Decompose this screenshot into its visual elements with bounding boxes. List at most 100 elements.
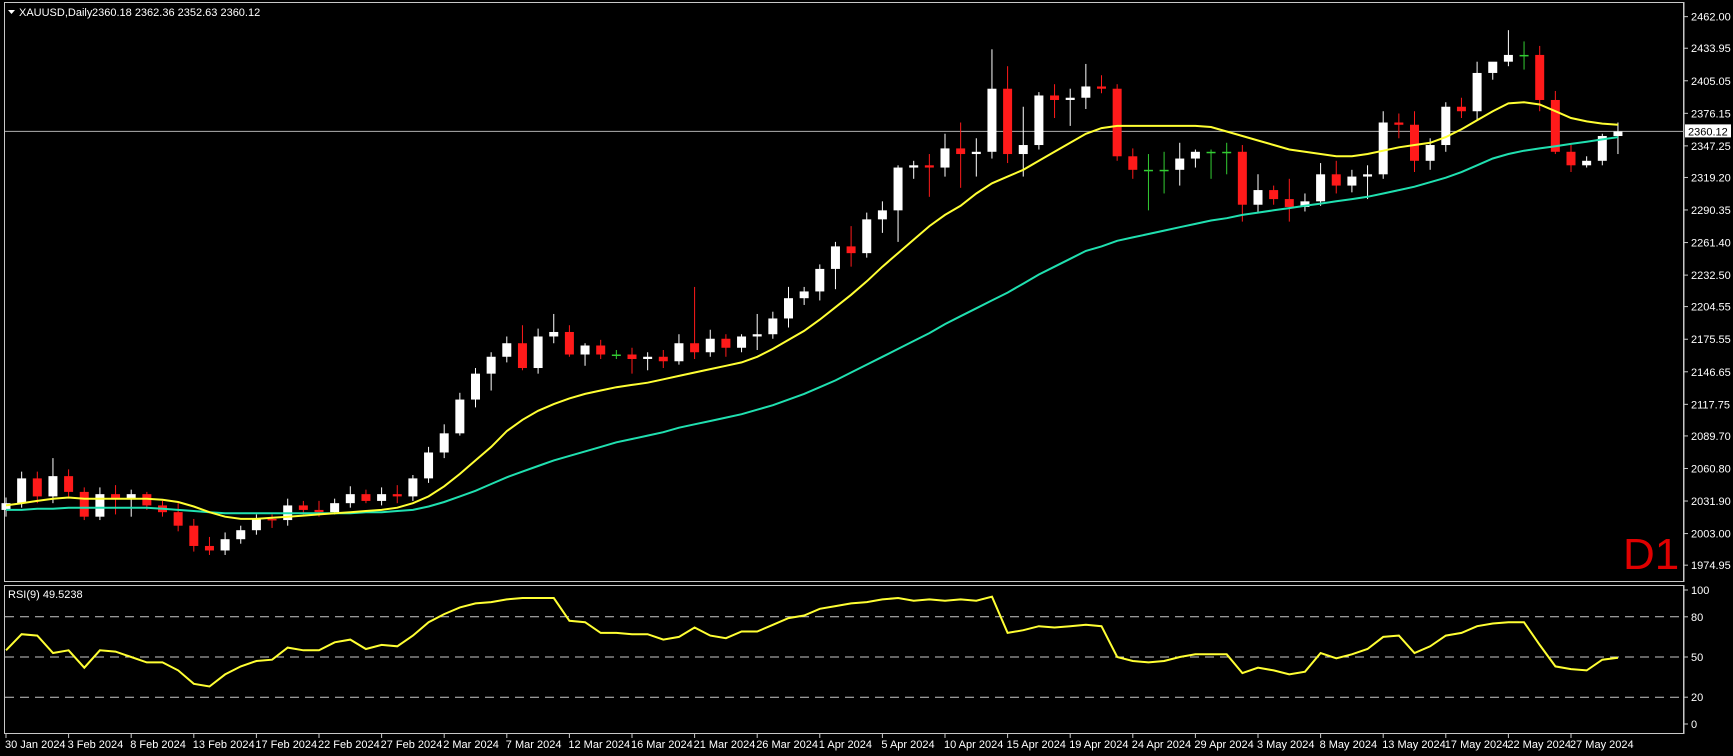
candle-body — [1300, 201, 1310, 207]
time-tick-label: 19 Apr 2024 — [1069, 739, 1128, 751]
candle-body — [189, 525, 199, 546]
price-panel-frame — [4, 2, 1684, 582]
candle-body — [1128, 156, 1138, 170]
candle-body — [1410, 124, 1419, 161]
candle-body — [956, 148, 966, 155]
candle — [1394, 113, 1404, 139]
candle-body — [784, 298, 793, 319]
candle-body — [1034, 95, 1044, 146]
candle — [987, 49, 997, 159]
candle — [658, 350, 668, 369]
candle-body — [690, 343, 700, 353]
candle-body — [643, 356, 653, 360]
candle-body — [940, 148, 950, 168]
candle — [705, 329, 715, 357]
candle-body — [877, 210, 887, 220]
candle-body — [721, 338, 731, 348]
moving-averages — [5, 101, 1619, 520]
candle — [580, 343, 590, 366]
candle-body — [267, 518, 277, 521]
candle — [1316, 163, 1326, 206]
time-tick-label: 13 Feb 2024 — [193, 739, 255, 751]
time-tick-label: 29 Apr 2024 — [1194, 739, 1253, 751]
time-tick-label: 3 May 2024 — [1257, 739, 1314, 751]
price-tick-label: 2031.90 — [1691, 496, 1731, 508]
rsi-tick-label: 50 — [1691, 652, 1703, 664]
candle — [1128, 148, 1138, 179]
candle-body — [752, 334, 762, 337]
candle — [251, 514, 261, 535]
candle-body — [549, 331, 559, 337]
candle — [111, 485, 121, 515]
candle-body — [1347, 176, 1357, 186]
price-tick-label: 2261.40 — [1691, 238, 1731, 250]
candle — [533, 328, 543, 374]
candle — [1582, 156, 1592, 168]
price-tick-label: 2319.20 — [1691, 172, 1731, 184]
rsi-panel-frame — [4, 585, 1684, 734]
candle — [549, 313, 559, 344]
candle — [611, 350, 621, 360]
candle-body — [1253, 190, 1263, 205]
candle-body — [862, 219, 872, 254]
candle-body — [64, 476, 74, 492]
candle-body — [1597, 136, 1607, 161]
candle-body — [1222, 151, 1232, 154]
candle-body — [1143, 169, 1153, 172]
ma-fast-line — [5, 101, 1619, 520]
candle-body — [330, 503, 340, 513]
candle-body — [1190, 151, 1200, 159]
candle — [956, 122, 966, 188]
price-tick-label: 2290.35 — [1691, 205, 1731, 217]
candle-body — [377, 494, 387, 501]
candle-body — [517, 343, 527, 369]
candle — [204, 536, 214, 555]
candle — [95, 487, 105, 521]
candle-body — [471, 373, 480, 400]
candle — [1065, 88, 1075, 126]
time-tick-label: 8 Feb 2024 — [130, 739, 186, 751]
time-tick-label: 2 Mar 2024 — [443, 739, 499, 751]
candle-body — [1550, 99, 1560, 152]
candle — [1175, 142, 1185, 186]
time-tick-label: 27 Feb 2024 — [381, 739, 443, 751]
candle — [48, 458, 58, 504]
candle-body — [1331, 174, 1341, 186]
candle — [737, 334, 747, 353]
candle-body — [1363, 174, 1373, 177]
candle — [862, 212, 872, 258]
candle — [502, 336, 512, 363]
time-tick-label: 16 Mar 2024 — [631, 739, 693, 751]
candle-body — [674, 343, 684, 362]
candle — [596, 339, 606, 360]
candle-body — [361, 494, 371, 501]
candle-body — [32, 478, 42, 497]
candle-body — [486, 356, 496, 374]
candle — [815, 264, 825, 301]
ohlc-values: 2360.18 2362.36 2352.63 2360.12 — [92, 7, 260, 19]
candle — [627, 347, 637, 374]
candle — [1081, 63, 1091, 109]
candle-body — [439, 433, 449, 453]
time-tick-label: 13 May 2024 — [1382, 739, 1446, 751]
candle — [1003, 66, 1013, 164]
candle-body — [830, 246, 840, 269]
candle-body — [1316, 174, 1326, 202]
candle-body — [502, 343, 512, 357]
candle — [1237, 145, 1247, 222]
candle-body — [987, 88, 997, 152]
candle — [721, 334, 731, 357]
price-tick-label: 2204.55 — [1691, 302, 1731, 314]
candle-body — [1097, 86, 1106, 89]
candle — [424, 446, 434, 483]
rsi-axis: 100 80 50 20 0 — [1684, 585, 1709, 731]
price-tick-label: 2175.55 — [1691, 334, 1731, 346]
candle — [674, 334, 684, 365]
dropdown-triangle-icon[interactable] — [8, 10, 15, 14]
candle-body — [1378, 122, 1388, 175]
current-price-label: 2360.12 — [1688, 126, 1728, 138]
candle-body — [298, 505, 308, 510]
time-tick-label: 8 May 2024 — [1320, 739, 1377, 751]
time-tick-label: 26 Mar 2024 — [756, 739, 818, 751]
